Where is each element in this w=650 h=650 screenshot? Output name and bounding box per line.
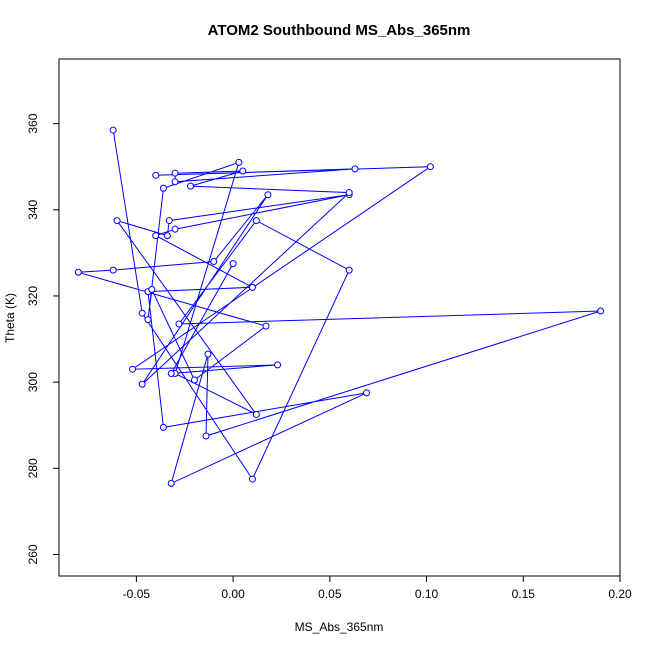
data-point	[597, 307, 605, 315]
data-point	[345, 266, 353, 274]
series-group	[74, 126, 605, 487]
data-point	[167, 479, 175, 487]
data-point	[175, 320, 183, 328]
data-point	[190, 376, 198, 384]
data-point	[113, 217, 121, 225]
data-point	[264, 191, 272, 199]
y-tick-label: 280	[26, 458, 40, 478]
data-point	[248, 475, 256, 483]
data-point	[138, 380, 146, 388]
series-line	[78, 130, 601, 485]
data-point	[171, 169, 179, 177]
data-point	[159, 423, 167, 431]
data-point	[159, 184, 167, 192]
y-axis-label: Theta (K)	[3, 293, 17, 343]
y-tick-label: 260	[26, 544, 40, 564]
data-point	[262, 322, 270, 330]
y-tick-label: 300	[26, 372, 40, 392]
x-axis-label: MS_Abs_365nm	[295, 620, 384, 634]
data-point	[202, 432, 210, 440]
data-point	[426, 163, 434, 171]
data-point	[74, 268, 82, 276]
data-point	[351, 165, 359, 173]
chart-title: ATOM2 Southbound MS_Abs_365nm	[208, 22, 471, 39]
data-point	[148, 285, 156, 293]
data-point	[239, 167, 247, 175]
data-point	[167, 370, 175, 378]
x-axis: -0.05 0.00 0.05 0.10 0.15 0.20	[123, 576, 632, 601]
data-point	[345, 189, 353, 197]
x-tick-label: 0.15	[512, 587, 536, 601]
data-point	[363, 389, 371, 397]
data-point	[187, 182, 195, 190]
data-point	[252, 410, 260, 418]
data-point	[138, 309, 146, 317]
plot-frame	[58, 58, 621, 577]
x-tick-label: 0.05	[318, 587, 342, 601]
data-point	[235, 158, 243, 166]
data-point	[152, 232, 160, 240]
data-point	[210, 257, 218, 265]
data-point	[274, 361, 282, 369]
data-point	[144, 316, 152, 324]
data-point	[171, 225, 179, 233]
y-tick-label: 320	[26, 286, 40, 306]
data-point	[165, 217, 173, 225]
data-point	[204, 350, 212, 358]
x-tick-label: 0.20	[608, 587, 632, 601]
x-tick-label: 0.00	[221, 587, 245, 601]
data-point	[109, 126, 117, 134]
y-axis: 260 280 300 320 340 360	[26, 113, 59, 564]
y-tick-label: 360	[26, 113, 40, 133]
y-tick-label: 340	[26, 199, 40, 219]
data-point	[152, 171, 160, 179]
x-tick-label: 0.10	[415, 587, 439, 601]
data-point	[163, 232, 171, 240]
data-point	[129, 365, 137, 373]
data-point	[229, 260, 237, 268]
data-point	[252, 217, 260, 225]
data-point	[248, 283, 256, 291]
x-tick-label: -0.05	[123, 587, 151, 601]
data-point	[109, 266, 117, 274]
data-point	[171, 178, 179, 186]
